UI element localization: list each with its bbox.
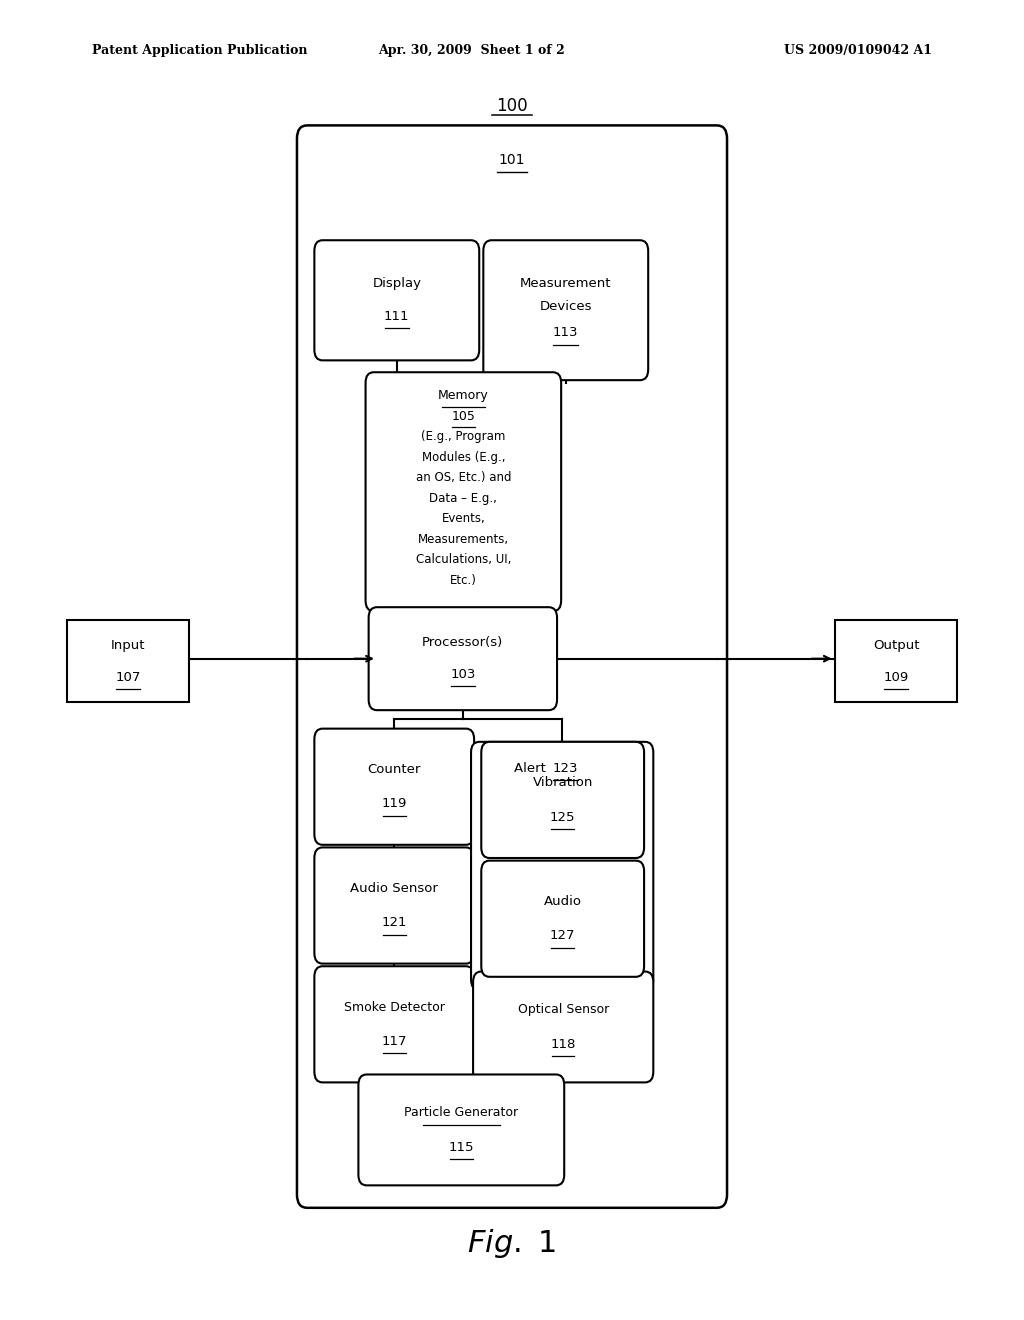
- Text: Input: Input: [111, 639, 145, 652]
- Text: Output: Output: [872, 639, 920, 652]
- Text: Optical Sensor: Optical Sensor: [517, 1003, 609, 1016]
- Text: Alert: Alert: [514, 762, 550, 775]
- Text: 115: 115: [449, 1140, 474, 1154]
- Text: 127: 127: [550, 929, 575, 942]
- FancyBboxPatch shape: [314, 240, 479, 360]
- Text: Apr. 30, 2009  Sheet 1 of 2: Apr. 30, 2009 Sheet 1 of 2: [378, 44, 564, 57]
- FancyBboxPatch shape: [483, 240, 648, 380]
- Text: Etc.): Etc.): [450, 574, 477, 586]
- Text: (E.g., Program: (E.g., Program: [421, 430, 506, 444]
- Text: Memory: Memory: [438, 389, 488, 403]
- Text: Devices: Devices: [540, 300, 592, 313]
- Text: Counter: Counter: [368, 763, 421, 776]
- Text: Measurements,: Measurements,: [418, 533, 509, 545]
- Text: 125: 125: [550, 810, 575, 824]
- Text: Measurement: Measurement: [520, 277, 611, 290]
- FancyBboxPatch shape: [314, 847, 474, 964]
- Text: 118: 118: [551, 1038, 575, 1051]
- Text: Audio: Audio: [544, 895, 582, 908]
- Text: 119: 119: [382, 797, 407, 810]
- FancyBboxPatch shape: [366, 372, 561, 611]
- Text: 107: 107: [116, 671, 140, 684]
- Text: Data – E.g.,: Data – E.g.,: [429, 492, 498, 504]
- FancyBboxPatch shape: [473, 972, 653, 1082]
- FancyBboxPatch shape: [369, 607, 557, 710]
- Text: Modules (E.g.,: Modules (E.g.,: [422, 451, 505, 463]
- Text: 121: 121: [382, 916, 407, 929]
- Text: Calculations, UI,: Calculations, UI,: [416, 553, 511, 566]
- Text: 113: 113: [553, 326, 579, 339]
- Text: $\mathit{Fig.}$$\mathit{\ 1}$: $\mathit{Fig.}$$\mathit{\ 1}$: [467, 1228, 557, 1259]
- FancyBboxPatch shape: [471, 742, 653, 990]
- Bar: [835, 620, 957, 702]
- Text: 103: 103: [451, 668, 475, 681]
- Text: Vibration: Vibration: [532, 776, 593, 789]
- Text: 117: 117: [382, 1035, 407, 1048]
- Text: Patent Application Publication: Patent Application Publication: [92, 44, 307, 57]
- Text: Events,: Events,: [441, 512, 485, 525]
- Text: US 2009/0109042 A1: US 2009/0109042 A1: [783, 44, 932, 57]
- Bar: [67, 620, 189, 702]
- Text: Processor(s): Processor(s): [422, 636, 504, 649]
- FancyBboxPatch shape: [314, 966, 474, 1082]
- Text: Smoke Detector: Smoke Detector: [344, 1001, 444, 1014]
- FancyBboxPatch shape: [481, 861, 644, 977]
- Text: an OS, Etc.) and: an OS, Etc.) and: [416, 471, 511, 484]
- Text: Display: Display: [373, 277, 421, 289]
- Text: 100: 100: [497, 96, 527, 115]
- FancyBboxPatch shape: [358, 1074, 564, 1185]
- FancyBboxPatch shape: [481, 742, 644, 858]
- Text: 101: 101: [499, 153, 525, 166]
- Text: Audio Sensor: Audio Sensor: [350, 882, 438, 895]
- Text: 105: 105: [452, 411, 475, 422]
- FancyBboxPatch shape: [314, 729, 474, 845]
- Text: 109: 109: [884, 671, 908, 684]
- Text: Particle Generator: Particle Generator: [404, 1106, 518, 1119]
- FancyBboxPatch shape: [297, 125, 727, 1208]
- Text: 123: 123: [553, 762, 578, 775]
- Text: 111: 111: [384, 310, 410, 322]
